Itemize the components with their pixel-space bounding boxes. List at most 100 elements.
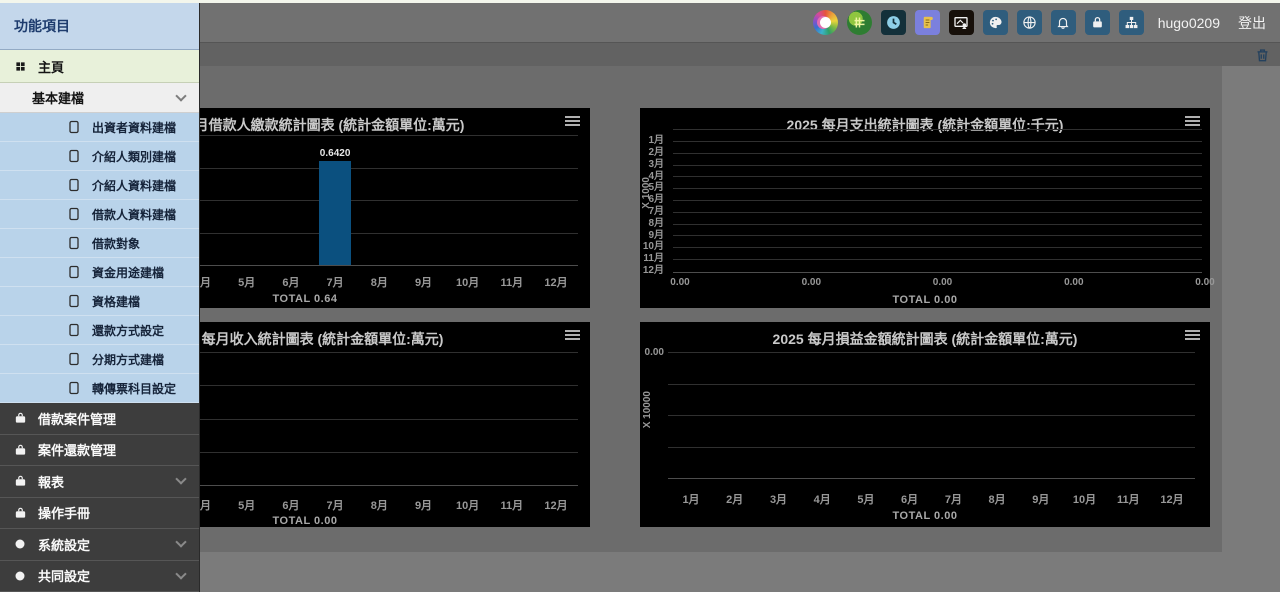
briefcase-icon (12, 474, 28, 488)
lock-icon[interactable] (1084, 10, 1110, 35)
green-app-icon[interactable] (846, 10, 872, 35)
expense-chart-panel: 2025 每月支出統計圖表 (統計金額單位:千元) 1月 2月 3月 4月 5月 6月 7月 8… (640, 108, 1215, 308)
x-axis-month-label: 12月 (1160, 494, 1184, 506)
sidebar-item-basic-files[interactable]: 基本建檔 (0, 83, 199, 113)
checkbox-icon (66, 236, 82, 250)
checkbox-icon (66, 323, 82, 337)
chart-total-label: TOTAL 0.00 (892, 510, 958, 522)
y-axis-month-label: 6月 (648, 194, 664, 206)
username-label: hugo0209 (1157, 14, 1220, 31)
sidebar-item-qualification[interactable]: 資格建檔 (0, 287, 199, 316)
sidebar-item-label: 資格建檔 (92, 294, 141, 309)
checkbox-icon (66, 294, 82, 308)
chevron-down-icon (175, 89, 187, 102)
topbar: hugo0209 登出 (0, 3, 1280, 42)
clock-icon[interactable] (880, 10, 906, 35)
sidebar-item-investor-data[interactable]: 出資者資料建檔 (0, 113, 199, 142)
y-axis-month-label: 1月 (648, 135, 664, 146)
topbar-icons (812, 10, 1144, 35)
scroll-icon[interactable] (914, 10, 940, 35)
sidebar-header: 功能項目 (0, 3, 199, 50)
checkbox-icon (66, 352, 82, 366)
sidebar-item-manual[interactable]: 操作手冊 (0, 497, 199, 529)
sidebar-item-label: 共同設定 (38, 569, 91, 585)
globe-icon[interactable] (1016, 10, 1042, 35)
chart-total-label: TOTAL 0.00 (272, 515, 338, 527)
chart-menu-icon[interactable] (1185, 330, 1200, 342)
sidebar-item-introducer-data[interactable]: 介紹人資料建檔 (0, 171, 199, 200)
chart-gridline (673, 140, 1202, 142)
y-axis-month-label: 8月 (648, 217, 664, 229)
sidebar-item-introducer-category[interactable]: 介紹人類別建檔 (0, 142, 199, 171)
x-axis-month-label: 6月 (282, 500, 300, 512)
x-axis-month-label: 2月 (726, 494, 744, 506)
sidebar-item-case-repayment-mgmt[interactable]: 案件還款管理 (0, 434, 199, 466)
chart-gridline (673, 199, 1202, 201)
sidebar-item-label: 基本建檔 (32, 91, 85, 106)
x-axis-month-label: 7月 (326, 277, 344, 289)
sidebar-item-borrower-data[interactable]: 借款人資料建檔 (0, 200, 199, 229)
chart-gridline (668, 352, 1195, 353)
chart-gridline (673, 259, 1202, 260)
sidebar-item-repayment-method[interactable]: 還款方式設定 (0, 316, 199, 345)
chart-total-label: TOTAL 0.64 (272, 293, 338, 305)
x-axis-month-label: 8月 (370, 500, 388, 512)
sidebar-item-voucher-subject[interactable]: 轉傳票科目設定 (0, 374, 199, 403)
x-axis-tick-label: 0.00 (801, 277, 822, 288)
briefcase-icon (12, 506, 28, 520)
x-axis-month-label: 1月 (682, 494, 700, 506)
chart-gridline (48, 265, 578, 266)
sidebar-item-loan-case-mgmt[interactable]: 借款案件管理 (0, 403, 199, 435)
sidebar-item-label: 介紹人資料建檔 (92, 178, 177, 193)
chart-gridline (673, 164, 1202, 166)
sidebar-item-label: 借款人資料建檔 (92, 207, 177, 222)
x-axis-month-label: 11月 (500, 500, 524, 512)
bar-7月[interactable] (319, 160, 352, 265)
chart-menu-icon[interactable] (1185, 116, 1200, 128)
chart-menu-icon[interactable] (565, 330, 580, 342)
chart-gridline (48, 485, 578, 486)
profit-loss-chart-panel: 2025 每月損益金額統計圖表 (統計金額單位:萬元) 1月 2月 3月 4月 5月 6月 7… (640, 322, 1210, 527)
sitemap-icon[interactable] (1118, 10, 1144, 35)
x-axis-month-label: 10月 (455, 500, 480, 512)
chevron-down-icon (175, 536, 187, 548)
chart-gridline (48, 135, 578, 136)
grid-icon (12, 61, 28, 72)
y-axis-month-label: 10月 (642, 241, 664, 253)
checkbox-icon (66, 120, 82, 134)
x-axis-month-label: 6月 (282, 277, 300, 289)
bell-icon[interactable] (1050, 10, 1076, 35)
x-axis-month-label: 8月 (988, 494, 1006, 506)
sidebar-item-label: 案件還款管理 (38, 443, 117, 459)
presentation-icon[interactable] (948, 10, 974, 35)
trash-icon[interactable] (1255, 47, 1270, 63)
y-axis-multiplier-label: X 10000 (642, 391, 653, 429)
sidebar-item-system-settings[interactable]: 系統設定 (0, 529, 199, 561)
sidebar-item-home[interactable]: 主頁 (0, 50, 199, 83)
chart-gridline (673, 152, 1202, 154)
sidebar-item-label: 資金用途建檔 (92, 265, 165, 280)
checkbox-icon (66, 207, 82, 221)
palette-icon[interactable] (982, 10, 1008, 35)
subbar (0, 42, 1280, 66)
y-axis-month-label: 12月 (642, 265, 664, 276)
x-axis-month-label: 5月 (857, 494, 875, 506)
x-axis-month-label: 12月 (544, 277, 568, 289)
colorful-wheel-icon[interactable] (812, 10, 838, 35)
logout-button[interactable]: 登出 (1238, 14, 1266, 31)
chart-gridline (673, 223, 1202, 225)
chart-title: 2025 每月支出統計圖表 (統計金額單位:千元) (786, 117, 1064, 133)
x-axis-month-label: 5月 (238, 500, 256, 512)
sidebar-item-installment-method[interactable]: 分期方式建檔 (0, 345, 199, 374)
chart-menu-icon[interactable] (565, 116, 580, 128)
sidebar-item-common-settings[interactable]: 共同設定 (0, 560, 199, 592)
x-axis-month-label: 11月 (500, 277, 524, 289)
sidebar-item-label: 分期方式建檔 (92, 352, 165, 367)
sidebar-item-loan-target[interactable]: 借款對象 (0, 229, 199, 258)
chart-gridline (668, 415, 1195, 416)
x-axis-tick-label: 0.00 (932, 277, 953, 288)
sidebar-item-reports[interactable]: 報表 (0, 466, 199, 498)
sidebar-item-fund-usage[interactable]: 資金用途建檔 (0, 258, 199, 287)
x-axis-month-label: 7月 (944, 494, 962, 506)
circle-icon (12, 538, 28, 550)
